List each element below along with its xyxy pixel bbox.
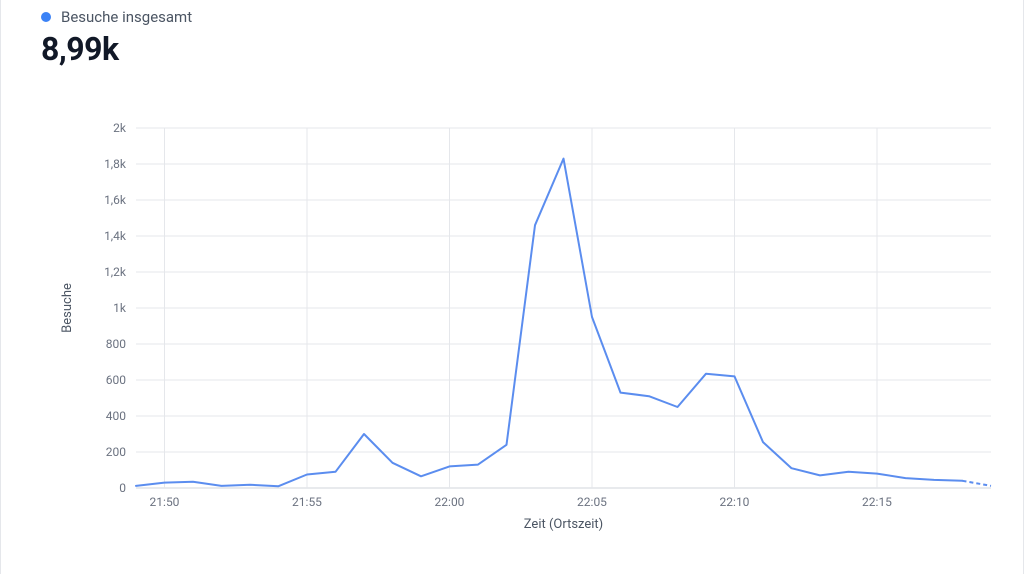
x-tick-label: 21:55 [292,495,322,509]
series-dashed-tail [963,481,992,486]
x-tick-label: 22:05 [577,495,607,509]
legend-row: Besuche insgesamt [1,8,1023,26]
y-tick-label: 1k [113,301,127,315]
chart-svg: 0 200 400 600 800 1k 1,2k 1,4k 1,6k 1,8k 2k 21:50 21… [21,108,1005,548]
x-axis-title: Zeit (Ortszeit) [524,517,603,532]
series-line [136,159,963,487]
y-tick-label: 1,2k [104,265,127,279]
y-tick-label: 1,4k [104,229,127,243]
metric-total-value: 8,99k [1,30,1023,68]
y-tick-label: 400 [106,409,126,423]
legend-dot-icon [41,12,51,22]
y-tick-label: 0 [119,481,126,495]
y-tick-label: 200 [106,445,126,459]
x-tick-label: 22:00 [435,495,465,509]
y-tick-label: 800 [106,337,126,351]
y-axis-title: Besuche [60,283,75,333]
y-tick-label: 1,8k [104,157,127,171]
y-tick-label: 1,6k [104,193,127,207]
legend-label: Besuche insgesamt [61,8,192,26]
visits-line-chart: 0 200 400 600 800 1k 1,2k 1,4k 1,6k 1,8k 2k 21:50 21… [21,108,1003,548]
x-tick-label: 22:15 [862,495,892,509]
x-tick-label: 22:10 [720,495,750,509]
x-tick-label: 21:50 [150,495,180,509]
y-tick-label: 600 [106,373,126,387]
y-tick-label: 2k [113,121,127,135]
